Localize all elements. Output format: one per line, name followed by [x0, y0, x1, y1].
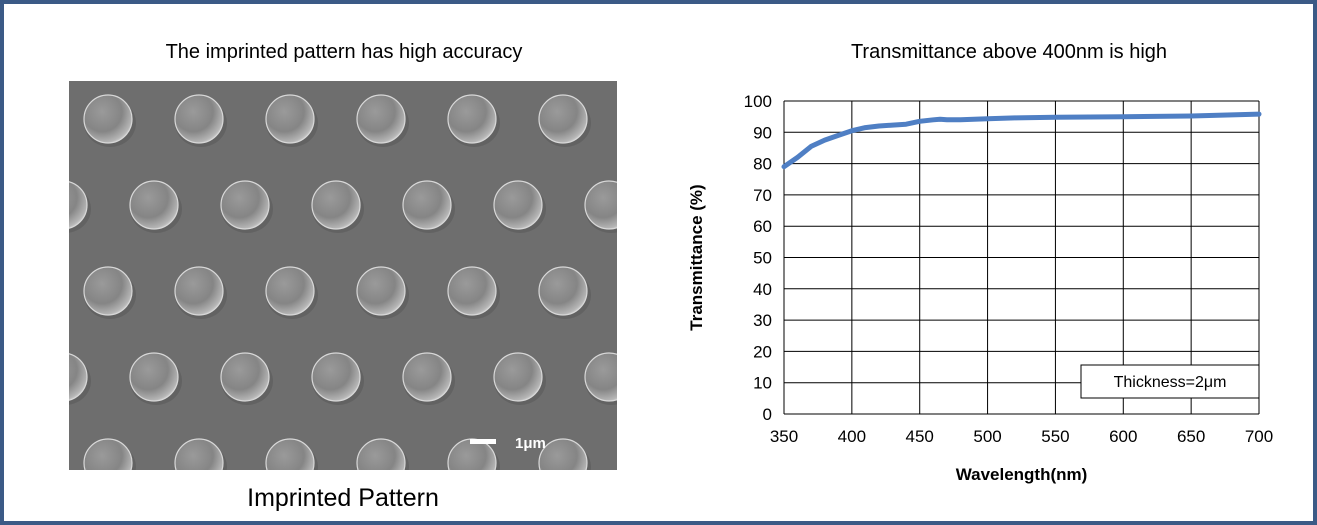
sem-dot — [83, 94, 133, 144]
sem-dot — [69, 181, 88, 229]
y-tick-label: 100 — [744, 92, 772, 111]
transmittance-line — [781, 111, 1262, 170]
sem-dot — [220, 352, 270, 402]
sem-dot — [311, 352, 361, 402]
sem-dot — [129, 180, 179, 230]
x-tick-label: 350 — [770, 427, 798, 446]
scale-bar — [470, 439, 496, 444]
sem-dot — [174, 438, 224, 470]
y-axis-label: Transmittance (%) — [687, 184, 706, 330]
sem-dot — [356, 438, 406, 470]
sem-dot — [493, 180, 543, 230]
sem-dot — [311, 180, 361, 230]
y-tick-label: 0 — [763, 405, 772, 424]
x-axis-label: Wavelength(nm) — [956, 465, 1088, 484]
sem-dot — [83, 438, 133, 470]
x-tick-label: 400 — [838, 427, 866, 446]
sem-dot — [538, 266, 588, 316]
sem-panel-title: The imprinted pattern has high accuracy — [165, 41, 523, 63]
y-tick-label: 60 — [753, 217, 772, 236]
sem-dot — [584, 352, 617, 402]
sem-dot — [447, 266, 497, 316]
y-tick-label: 20 — [753, 342, 772, 361]
y-tick-label: 90 — [753, 123, 772, 142]
x-tick-label: 700 — [1245, 427, 1273, 446]
sem-dot — [265, 266, 315, 316]
sem-image: 1μm — [69, 81, 617, 470]
y-tick-label: 40 — [753, 280, 772, 299]
x-tick-label: 500 — [973, 427, 1001, 446]
sem-dot — [83, 266, 133, 316]
sem-dot — [538, 94, 588, 144]
sem-dot — [356, 94, 406, 144]
sem-dot — [265, 438, 315, 470]
y-tick-label: 30 — [753, 311, 772, 330]
sem-dot — [174, 94, 224, 144]
sem-dot — [129, 352, 179, 402]
x-tick-label: 450 — [906, 427, 934, 446]
sem-dot — [402, 352, 452, 402]
thickness-annotation: Thickness=2μm — [1114, 374, 1227, 391]
x-tick-label: 550 — [1041, 427, 1069, 446]
y-tick-label: 80 — [753, 155, 772, 174]
sem-dot — [356, 266, 406, 316]
chart-title: Transmittance above 400nm is high — [850, 41, 1168, 63]
sem-caption: Imprinted Pattern — [247, 484, 439, 512]
sem-background — [69, 81, 617, 470]
sem-dot — [174, 266, 224, 316]
y-tick-label: 50 — [753, 249, 772, 268]
sem-dot — [447, 94, 497, 144]
transmittance-chart: 0 10 20 30 40 50 60 70 80 90 100 350 400 450 500 550 600… — [674, 82, 1304, 502]
sem-dot — [538, 438, 588, 470]
annotation-box — [1080, 364, 1260, 399]
sem-dot — [265, 94, 315, 144]
sem-dot — [402, 180, 452, 230]
x-tick-label: 650 — [1177, 427, 1205, 446]
sem-dot — [69, 353, 88, 401]
sem-dot — [220, 180, 270, 230]
y-tick-label: 70 — [753, 186, 772, 205]
y-tick-label: 10 — [753, 374, 772, 393]
sem-dot — [493, 352, 543, 402]
sem-dot — [584, 180, 617, 230]
scale-bar-label: 1μm — [515, 435, 546, 452]
x-tick-label: 600 — [1109, 427, 1137, 446]
imprinted-dots — [69, 94, 617, 470]
